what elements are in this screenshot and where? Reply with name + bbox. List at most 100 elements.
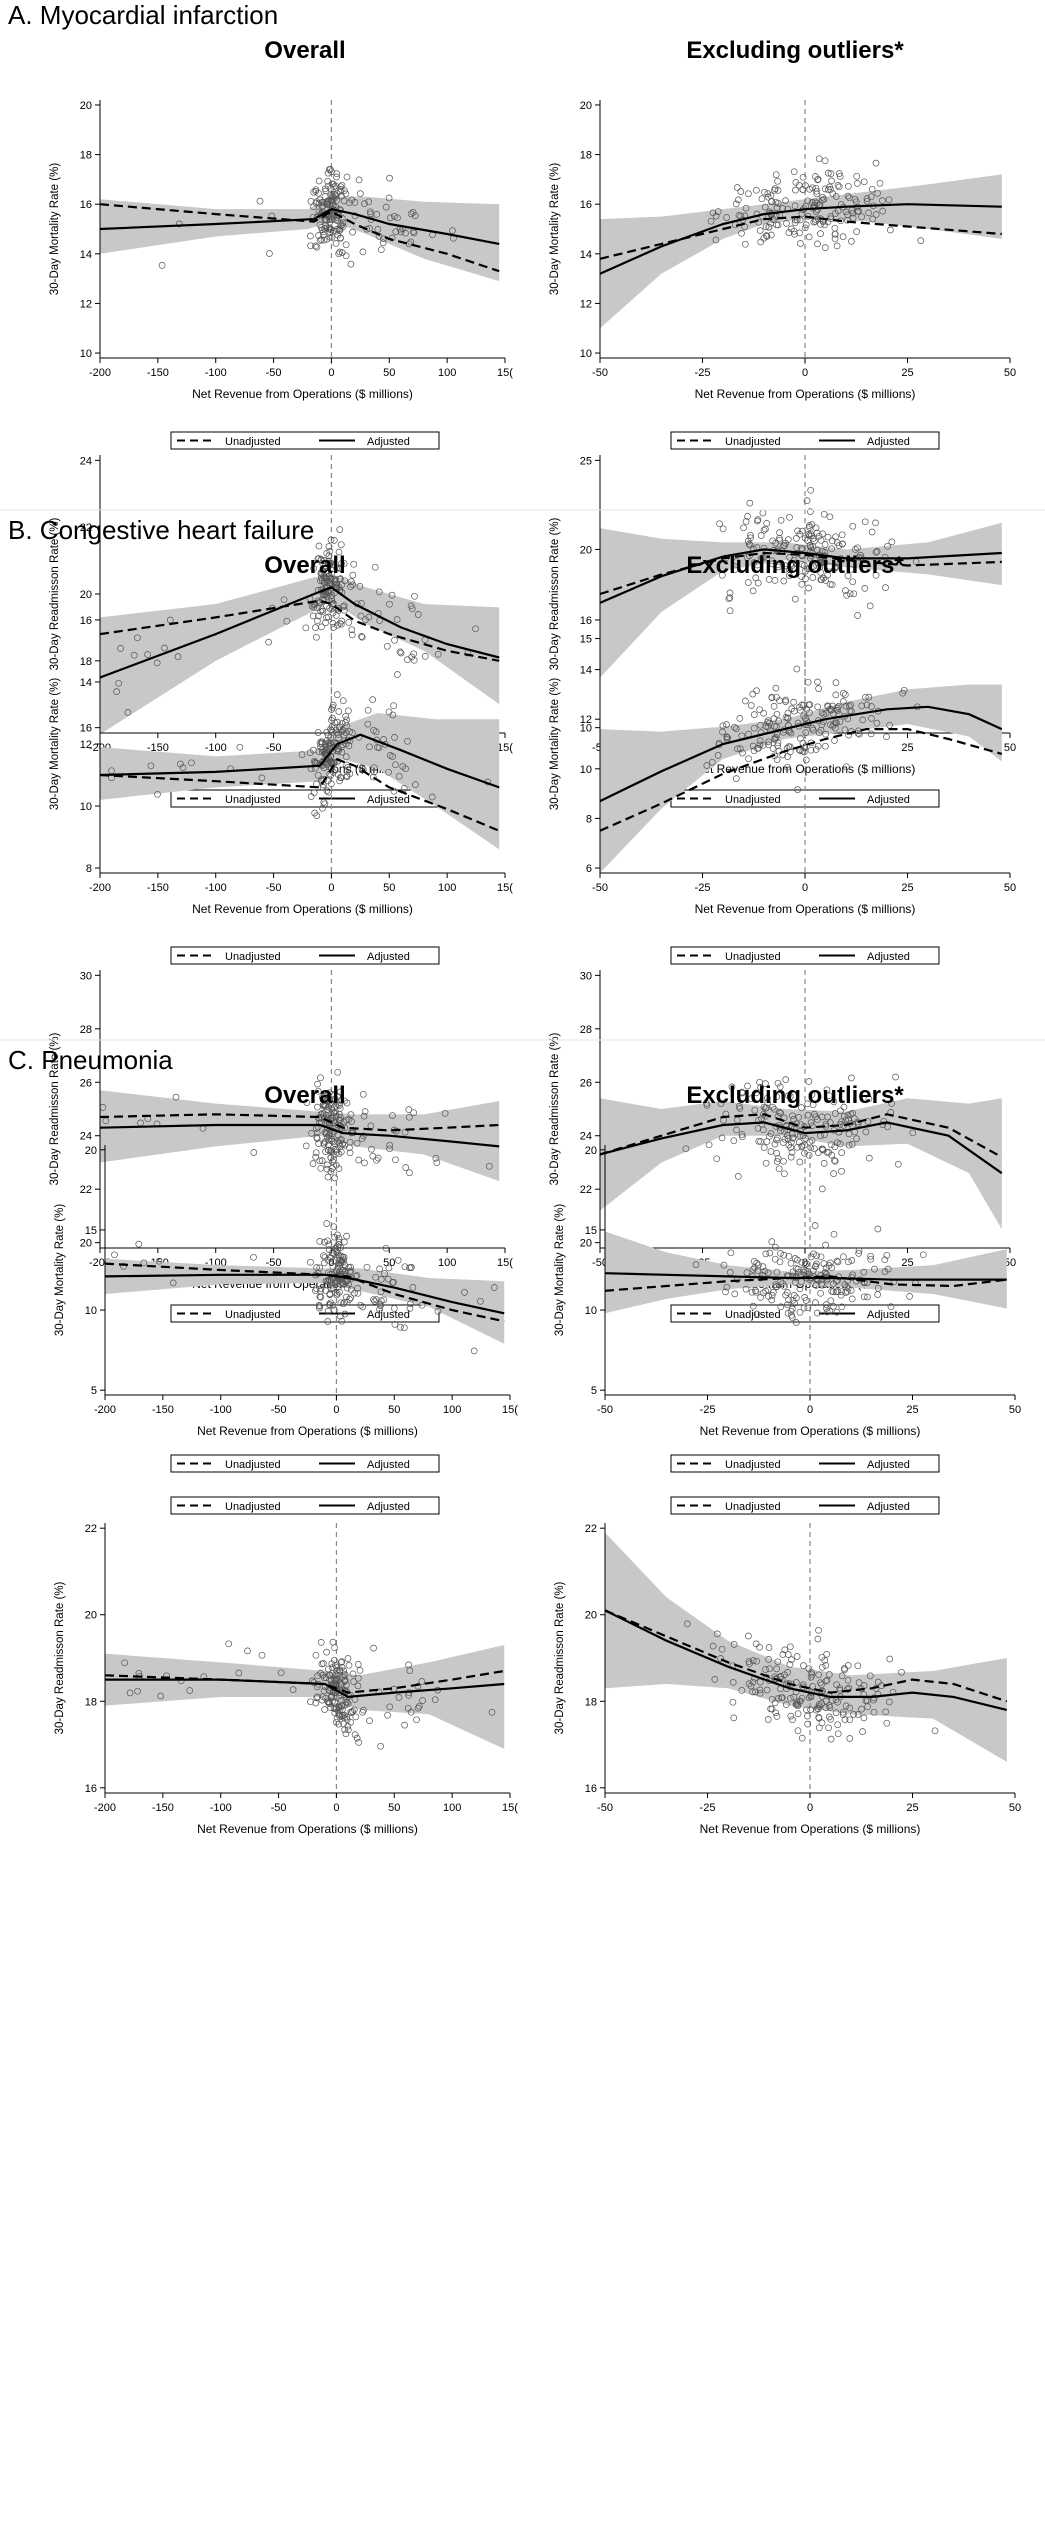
data-point <box>326 216 334 223</box>
data-point <box>767 219 774 227</box>
legend-unadjusted-label: Unadjusted <box>225 1459 281 1471</box>
data-point <box>812 173 819 180</box>
data-point <box>386 1145 393 1153</box>
data-point <box>386 752 394 759</box>
data-point <box>757 532 765 539</box>
data-point <box>794 527 801 535</box>
data-point <box>822 730 829 738</box>
data-point <box>720 1261 728 1269</box>
data-point <box>872 571 880 579</box>
data-point <box>768 198 775 206</box>
legend-box <box>170 431 440 450</box>
data-point <box>867 730 875 738</box>
data-point <box>314 1693 321 1701</box>
data-point <box>867 193 875 201</box>
data-point <box>335 734 342 742</box>
data-point <box>121 1659 129 1667</box>
data-point <box>726 594 734 602</box>
data-point <box>349 581 357 589</box>
data-point <box>765 223 773 231</box>
data-point <box>339 223 347 230</box>
section-3: C. Pneumonia Overall Excluding outliers* 5 1… <box>0 1039 1045 1836</box>
data-point <box>328 605 336 613</box>
data-point <box>723 1283 731 1291</box>
data-point <box>433 1159 441 1167</box>
x-tick-label: 0 <box>333 1404 339 1416</box>
data-point <box>731 1290 739 1298</box>
data-point <box>328 1137 336 1145</box>
data-point <box>760 709 767 717</box>
data-point <box>792 186 799 194</box>
data-point <box>788 1130 796 1138</box>
data-point <box>733 558 740 565</box>
data-point <box>328 216 336 223</box>
y-tick-label: 14 <box>580 249 592 261</box>
data-point <box>394 671 401 678</box>
data-point <box>774 1134 781 1142</box>
data-point <box>329 1263 337 1270</box>
data-point <box>434 1308 442 1315</box>
data-point <box>848 1257 856 1264</box>
data-point <box>881 1256 889 1264</box>
data-point <box>336 575 344 582</box>
legend-box <box>670 946 940 965</box>
data-point <box>318 574 325 582</box>
x-tick-label: 15( <box>497 742 513 754</box>
data-point <box>413 1716 420 1724</box>
data-point <box>800 712 808 720</box>
data-point <box>335 1150 343 1158</box>
data-point <box>346 1138 354 1146</box>
data-point <box>332 227 340 235</box>
x-tick-label: 15( <box>502 1802 518 1814</box>
y-axis-label: 30-Day Readmisson Rate (%) <box>49 1032 61 1185</box>
data-point <box>339 603 347 611</box>
confidence-band <box>600 522 1002 678</box>
data-point <box>749 1688 756 1696</box>
data-point <box>370 1644 377 1652</box>
data-point <box>727 1249 735 1257</box>
data-point <box>795 1138 803 1146</box>
y-tick-label: 16 <box>80 615 92 627</box>
data-point <box>789 1134 796 1142</box>
y-axis-label: 30-Day Readmisson Rate (%) <box>549 517 561 670</box>
data-point <box>855 1247 863 1254</box>
data-point <box>817 726 825 734</box>
x-tick-label: 25 <box>906 1404 918 1416</box>
data-point <box>312 624 319 631</box>
data-point <box>317 1669 324 1677</box>
data-point <box>774 742 782 750</box>
data-point <box>744 1082 751 1090</box>
x-axis-label: Net Revenue from Operations ($ millions) <box>695 902 916 916</box>
data-point <box>779 1139 787 1146</box>
data-point <box>340 1238 348 1246</box>
data-point <box>314 617 321 625</box>
data-point <box>808 1091 816 1098</box>
data-point <box>323 591 331 599</box>
data-point <box>328 180 336 188</box>
data-point <box>408 605 416 613</box>
data-point <box>326 1687 333 1695</box>
data-point <box>818 1653 826 1661</box>
data-point <box>758 195 766 203</box>
data-point <box>850 590 858 598</box>
data-point <box>382 1244 390 1252</box>
data-point <box>817 559 825 567</box>
data-point <box>822 1677 830 1685</box>
data-point <box>825 1671 833 1678</box>
x-tick-label: -100 <box>205 367 227 379</box>
data-point <box>111 1251 118 1259</box>
data-point <box>788 1305 796 1313</box>
data-point <box>750 1258 758 1265</box>
data-point <box>326 1253 334 1261</box>
data-point <box>764 723 772 731</box>
y-tick-label: 15 <box>585 1225 597 1237</box>
data-point <box>835 170 843 177</box>
data-point <box>155 1257 163 1265</box>
y-tick-label: 24 <box>80 455 92 467</box>
data-point <box>349 571 357 579</box>
legend: Unadjusted Adjusted <box>170 946 440 965</box>
x-tick-label: 50 <box>1009 1802 1021 1814</box>
y-axis-label: 30-Day Mortality Rate (%) <box>54 1204 66 1336</box>
data-point <box>757 1084 764 1091</box>
data-point <box>324 1097 332 1104</box>
